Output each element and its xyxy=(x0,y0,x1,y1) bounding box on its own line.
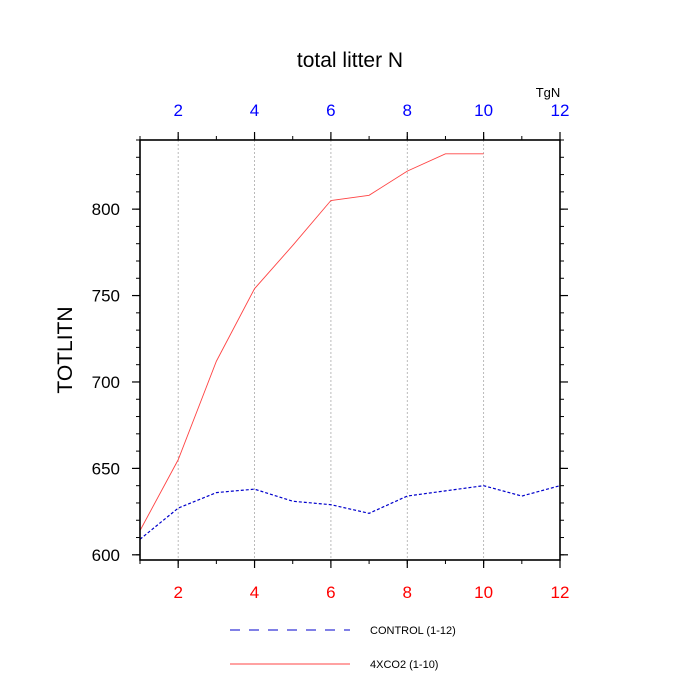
x-tick-label-top: 12 xyxy=(551,101,570,120)
tick-labels: 2 2 4 4 6 6 8 8 10 10 12 12 600 650 700 750 800 xyxy=(92,101,570,602)
x-tick-label-bottom: 4 xyxy=(250,583,259,602)
x-tick-label-top: 6 xyxy=(326,101,335,120)
y-tick-label: 650 xyxy=(92,459,120,478)
y-tick-label: 750 xyxy=(92,287,120,306)
x-tick-label-top: 2 xyxy=(173,101,182,120)
major-ticks xyxy=(132,132,568,568)
series-line-control xyxy=(139,485,561,540)
grid-lines xyxy=(177,140,485,560)
x-tick-label-bottom: 6 xyxy=(326,583,335,602)
y-tick-label: 700 xyxy=(92,373,120,392)
x-tick-label-top: 8 xyxy=(403,101,412,120)
legend-label-control: CONTROL (1-12) xyxy=(370,625,456,637)
x-tick-label-bottom: 2 xyxy=(173,583,182,602)
series-line-4xco2 xyxy=(139,153,484,531)
x-tick-label-bottom: 12 xyxy=(551,583,570,602)
y-tick-label: 800 xyxy=(92,200,120,219)
y-tick-label: 600 xyxy=(92,546,120,565)
x-tick-label-bottom: 10 xyxy=(474,583,493,602)
x-tick-label-top: 4 xyxy=(250,101,259,120)
legend-label-4xco2: 4XCO2 (1-10) xyxy=(370,659,438,671)
plot-frame xyxy=(139,139,561,561)
legend: CONTROL (1-12) 4XCO2 (1-10) xyxy=(230,625,456,671)
series-layer xyxy=(139,153,561,540)
x-tick-label-bottom: 8 xyxy=(403,583,412,602)
units-label: TgN xyxy=(536,85,561,100)
x-tick-label-top: 10 xyxy=(474,101,493,120)
y-axis-label: TOTLITN xyxy=(54,306,77,393)
chart-title: total litter N xyxy=(297,49,403,72)
